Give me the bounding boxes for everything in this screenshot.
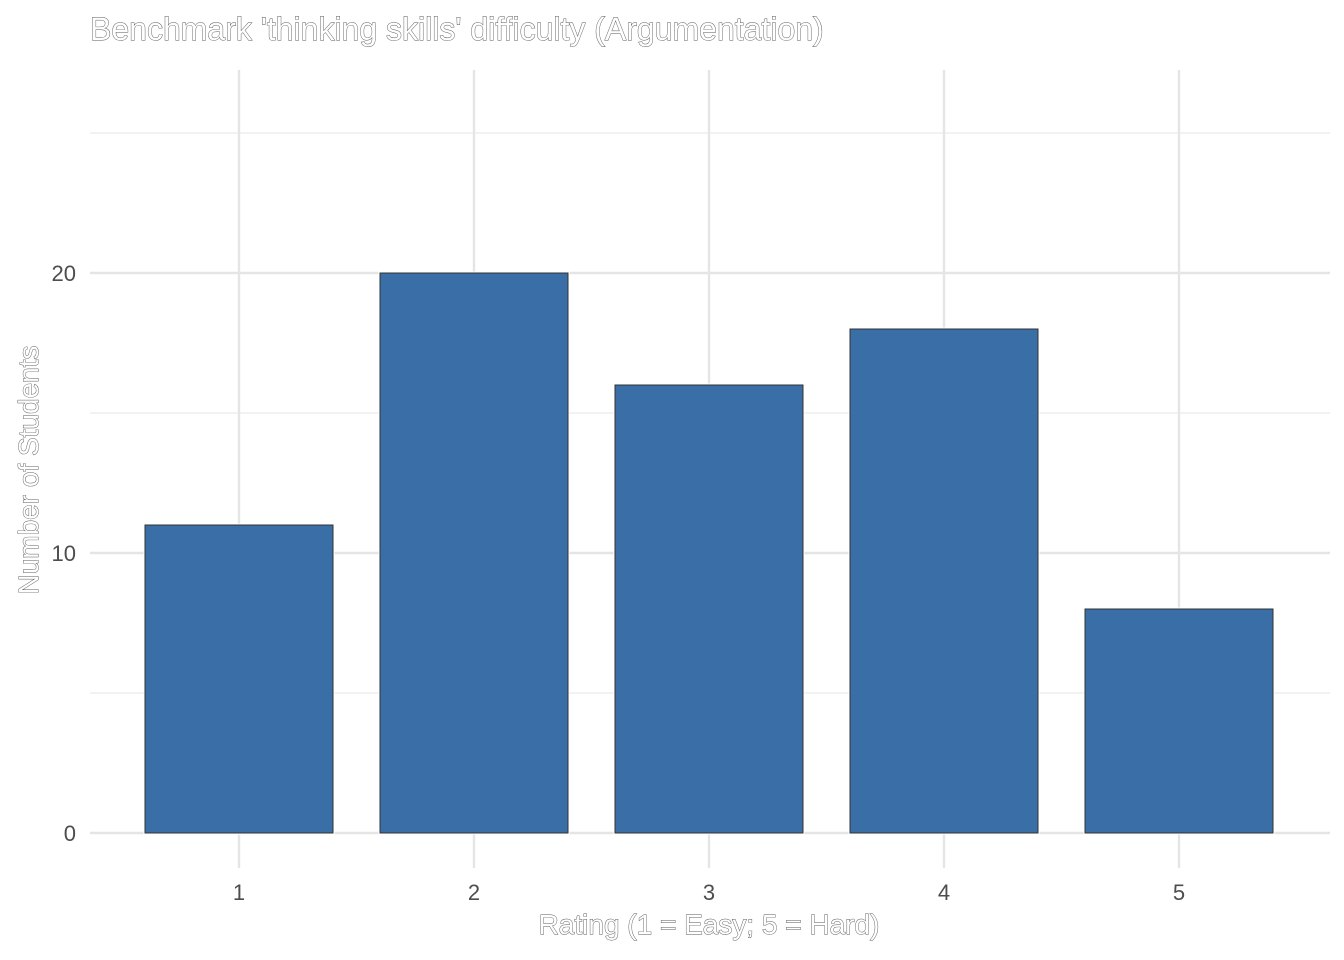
bar-rating-4: [849, 328, 1039, 834]
x-axis-title: Rating (1 = Easy; 5 = Hard): [539, 909, 880, 940]
bar-outline: [613, 383, 805, 835]
axis-ticks: 0 10 20 1 2 3 4 5: [52, 261, 1186, 905]
x-tick-label: 2: [468, 880, 480, 905]
bar-rating-3: [614, 384, 804, 834]
bars: [143, 271, 1275, 835]
x-tick-label: 4: [938, 880, 950, 905]
y-tick-label: 10: [52, 541, 76, 566]
bar-rating-5: [1084, 608, 1274, 834]
bar-outline: [378, 271, 570, 835]
x-tick-label: 5: [1173, 880, 1185, 905]
bar-outline: [848, 327, 1040, 835]
y-tick-label: 0: [64, 821, 76, 846]
y-axis-title: Number of Students: [13, 345, 44, 594]
bar-rating-2: [379, 272, 569, 834]
bar-rating-1: [144, 524, 334, 834]
x-tick-label: 1: [233, 880, 245, 905]
bar-outline: [1083, 607, 1275, 835]
bar-outline: [143, 523, 335, 835]
chart-title: Benchmark 'thinking skills' difficulty (…: [90, 11, 824, 47]
x-tick-label: 3: [703, 880, 715, 905]
y-tick-label: 20: [52, 261, 76, 286]
